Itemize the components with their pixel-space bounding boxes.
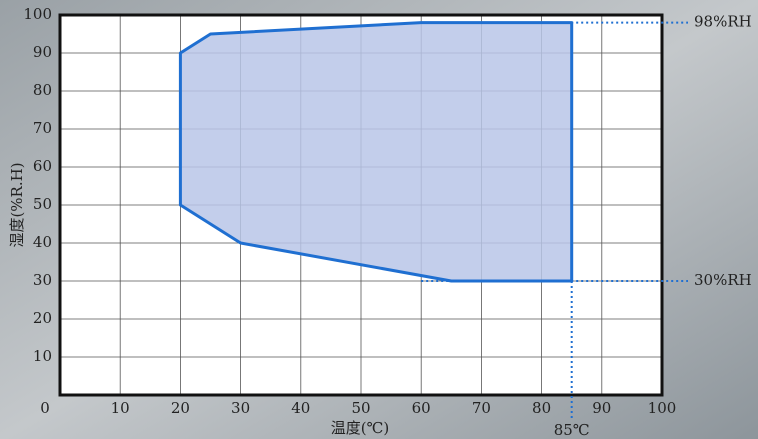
x-tick-label: 20 (171, 399, 190, 417)
x-tick-label: 40 (291, 399, 310, 417)
y-tick-label: 50 (33, 195, 52, 213)
y-tick-label: 90 (33, 43, 52, 61)
y-tick-label: 70 (33, 119, 52, 137)
y-axis-title: 湿度(%R.H) (8, 162, 26, 247)
annotation-label: 85℃ (554, 421, 590, 439)
range-area (178, 21, 574, 283)
x-tick-label: 90 (592, 399, 611, 417)
y-tick-label: 10 (33, 347, 52, 365)
plot-border (58, 13, 664, 397)
x-tick-label: 100 (648, 399, 677, 417)
x-tick-label: 80 (532, 399, 551, 417)
y-tick-label: 30 (33, 271, 52, 289)
x-tick-label: 60 (412, 399, 431, 417)
annotation-label: 98%RH (694, 13, 752, 31)
x-tick-label: 10 (111, 399, 130, 417)
x-tick-label: 50 (351, 399, 370, 417)
x-tick-label: 70 (472, 399, 491, 417)
y-tick-label: 20 (33, 309, 52, 327)
x-tick-label: 30 (231, 399, 250, 417)
y-tick-label: 100 (23, 5, 52, 23)
y-tick-label: 40 (33, 233, 52, 251)
annotation-label: 30%RH (694, 271, 752, 289)
y-tick-label: 60 (33, 157, 52, 175)
x-axis-title: 温度(℃) (331, 419, 389, 437)
y-tick-label: 80 (33, 81, 52, 99)
x-tick-label: 0 (40, 399, 50, 417)
